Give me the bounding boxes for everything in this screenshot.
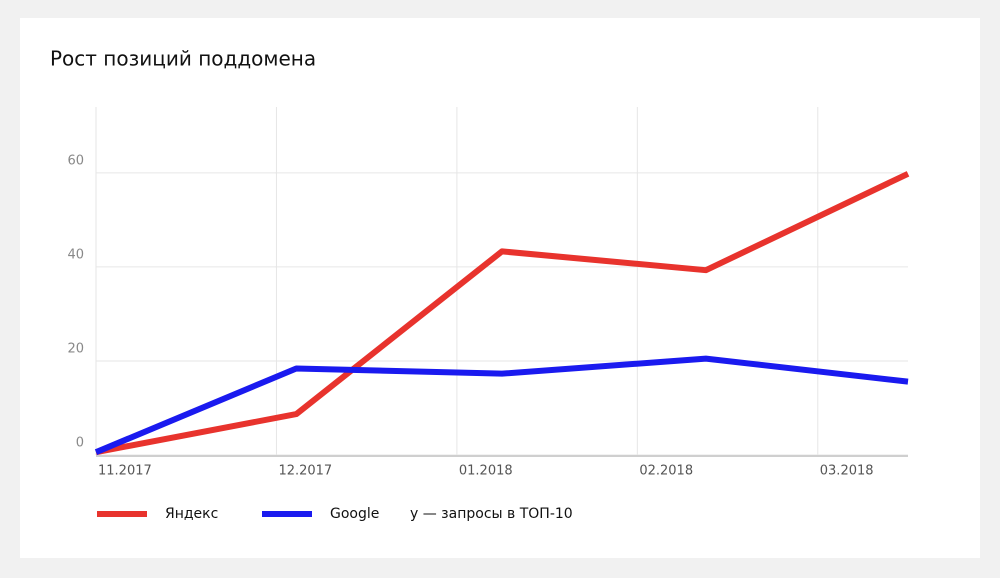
series-line — [94, 355, 909, 455]
series-line — [95, 171, 910, 456]
y-tick-label: 40 — [67, 247, 84, 262]
x-tick-label: 12.2017 — [278, 464, 332, 479]
x-tick-label: 03.2018 — [820, 464, 874, 479]
chart-title: Рост позиций поддомена — [50, 47, 316, 71]
x-tick-label: 01.2018 — [459, 464, 513, 479]
card — [20, 18, 980, 558]
y-tick-label: 20 — [67, 341, 84, 356]
legend-label: Google — [330, 506, 379, 522]
y-tick-label: 60 — [67, 153, 84, 168]
x-tick-label: 02.2018 — [639, 464, 693, 479]
y-tick-label: 0 — [76, 436, 84, 451]
legend-label: Яндекс — [165, 506, 218, 522]
annotation: y — запросы в ТОП-10 — [410, 506, 573, 522]
x-tick-label: 11.2017 — [98, 464, 152, 479]
